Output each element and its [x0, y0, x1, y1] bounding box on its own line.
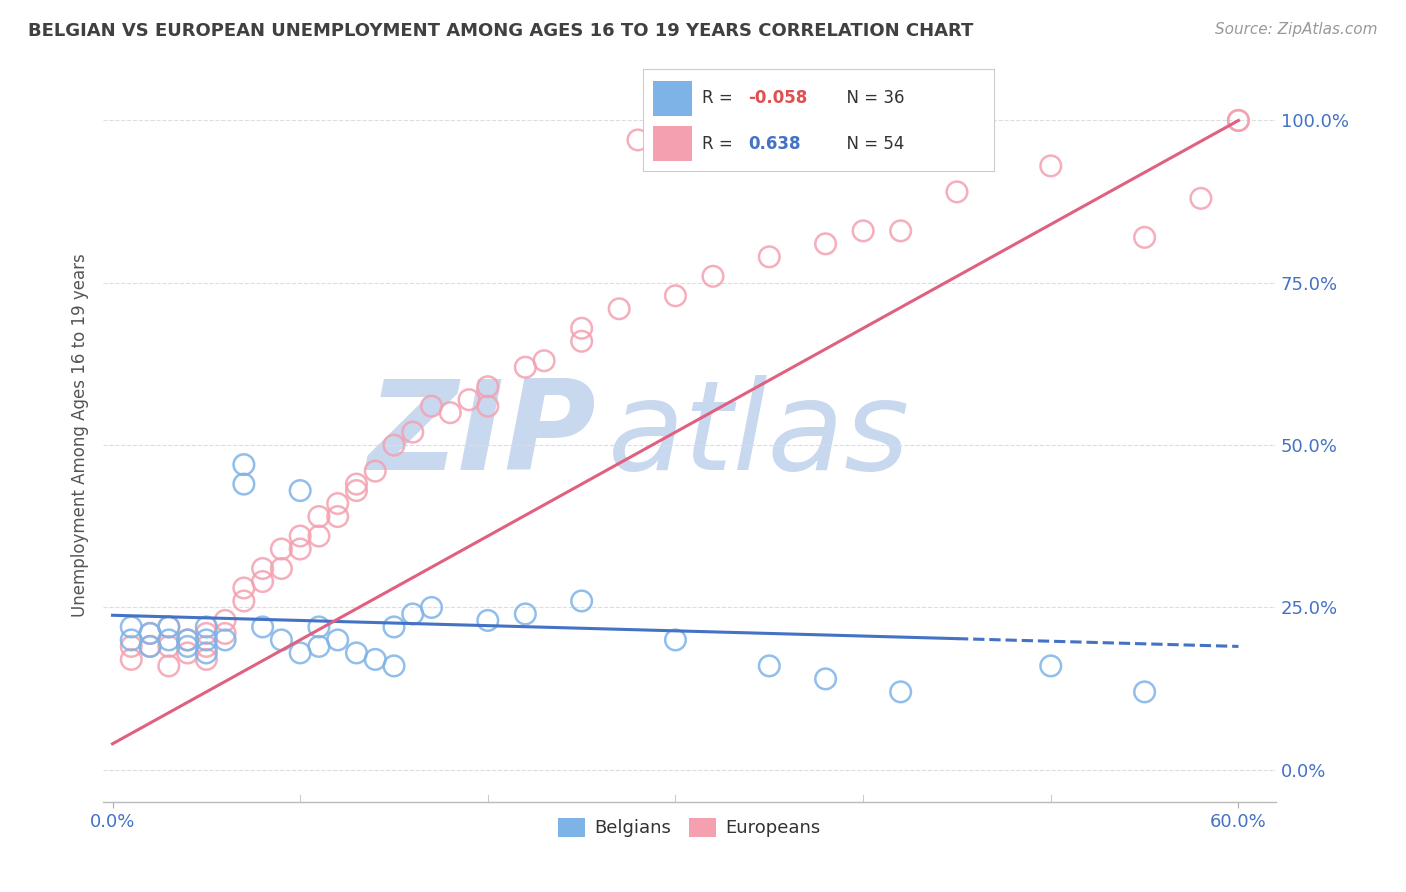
Point — [252, 620, 274, 634]
Point — [607, 301, 630, 316]
Point — [420, 399, 443, 413]
Point — [1227, 113, 1250, 128]
Point — [120, 632, 142, 647]
Point — [252, 561, 274, 575]
Point — [326, 509, 349, 524]
Point — [288, 646, 311, 660]
Point — [1189, 191, 1212, 205]
Point — [477, 380, 499, 394]
Point — [157, 620, 180, 634]
Point — [1039, 659, 1062, 673]
Point — [458, 392, 481, 407]
Point — [1227, 113, 1250, 128]
Point — [664, 289, 686, 303]
Point — [214, 632, 236, 647]
Point — [176, 632, 198, 647]
Point — [232, 594, 254, 608]
Point — [814, 236, 837, 251]
Point — [195, 640, 218, 654]
Point — [477, 614, 499, 628]
Point — [890, 224, 912, 238]
Point — [346, 646, 368, 660]
Point — [308, 640, 330, 654]
Y-axis label: Unemployment Among Ages 16 to 19 years: Unemployment Among Ages 16 to 19 years — [72, 253, 89, 617]
Point — [176, 640, 198, 654]
Point — [270, 632, 292, 647]
Point — [288, 529, 311, 543]
Point — [364, 464, 387, 478]
Point — [195, 652, 218, 666]
Point — [308, 509, 330, 524]
Point — [195, 626, 218, 640]
Point — [120, 640, 142, 654]
Point — [157, 659, 180, 673]
Point — [288, 483, 311, 498]
Point — [195, 646, 218, 660]
Point — [477, 399, 499, 413]
Point — [515, 607, 537, 621]
Point — [346, 477, 368, 491]
Text: atlas: atlas — [607, 375, 910, 496]
Point — [270, 542, 292, 557]
Point — [382, 620, 405, 634]
Point — [1133, 685, 1156, 699]
Point — [420, 600, 443, 615]
Point — [214, 614, 236, 628]
Point — [758, 250, 780, 264]
Point — [346, 483, 368, 498]
Point — [308, 529, 330, 543]
Legend: Belgians, Europeans: Belgians, Europeans — [551, 811, 828, 845]
Point — [139, 626, 162, 640]
Text: BELGIAN VS EUROPEAN UNEMPLOYMENT AMONG AGES 16 TO 19 YEARS CORRELATION CHART: BELGIAN VS EUROPEAN UNEMPLOYMENT AMONG A… — [28, 22, 973, 40]
Point — [176, 646, 198, 660]
Point — [270, 561, 292, 575]
Point — [120, 620, 142, 634]
Point — [232, 477, 254, 491]
Point — [402, 425, 425, 439]
Point — [326, 632, 349, 647]
Point — [176, 632, 198, 647]
Point — [627, 133, 650, 147]
Point — [946, 185, 969, 199]
Point — [571, 594, 593, 608]
Point — [232, 581, 254, 595]
Point — [364, 652, 387, 666]
Point — [195, 620, 218, 634]
Point — [890, 685, 912, 699]
Point — [157, 640, 180, 654]
Point — [402, 607, 425, 621]
Point — [326, 497, 349, 511]
Point — [214, 626, 236, 640]
Point — [571, 321, 593, 335]
Point — [758, 659, 780, 673]
Point — [382, 438, 405, 452]
Point — [1133, 230, 1156, 244]
Text: ZIP: ZIP — [367, 375, 596, 496]
Point — [232, 458, 254, 472]
Point — [288, 542, 311, 557]
Point — [439, 406, 461, 420]
Point — [120, 652, 142, 666]
Point — [195, 632, 218, 647]
Point — [157, 632, 180, 647]
Point — [308, 620, 330, 634]
Point — [571, 334, 593, 349]
Point — [252, 574, 274, 589]
Point — [139, 626, 162, 640]
Point — [814, 672, 837, 686]
Point — [515, 360, 537, 375]
Point — [852, 224, 875, 238]
Point — [139, 640, 162, 654]
Text: Source: ZipAtlas.com: Source: ZipAtlas.com — [1215, 22, 1378, 37]
Point — [664, 632, 686, 647]
Point — [382, 659, 405, 673]
Point — [1039, 159, 1062, 173]
Point — [702, 269, 724, 284]
Point — [533, 353, 555, 368]
Point — [139, 640, 162, 654]
Point — [157, 620, 180, 634]
